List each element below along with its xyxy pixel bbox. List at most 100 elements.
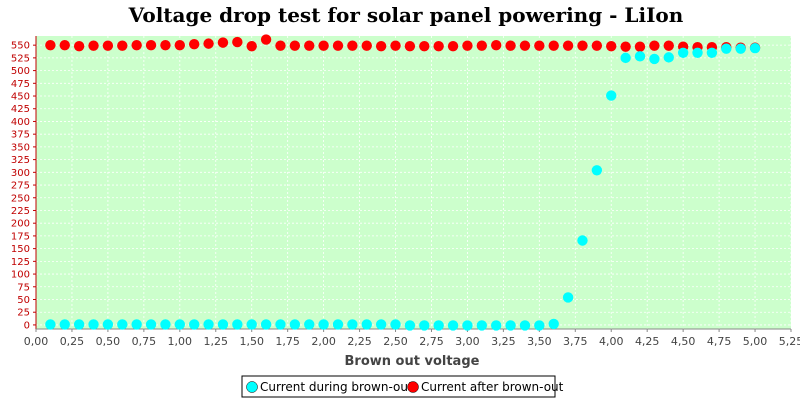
data-point-current-during [188,319,200,330]
y-tick-label: 425 [11,104,30,115]
data-point-current-after [447,40,459,52]
data-point-current-during [721,43,732,54]
legend-label-current-after: Current after brown-out [421,380,564,394]
x-tick-label: 1,75 [275,335,300,348]
x-tick-label: 3,00 [455,335,480,348]
plot-area [36,36,791,329]
data-point-current-after [419,40,430,52]
data-point-current-during [490,320,502,331]
data-point-current-during [361,319,372,330]
data-point-current-during [232,319,243,330]
data-point-current-after [620,41,631,52]
x-tick-label: 5,25 [779,335,800,348]
y-tick-label: 275 [11,181,30,192]
y-axis-ticks: 0255075100125150175200225250275300325350… [11,41,36,331]
data-point-current-after [304,40,315,51]
y-tick-label: 525 [11,53,30,64]
x-axis-label: Brown out voltage [345,354,480,369]
x-tick-label: 1,25 [204,335,229,348]
data-point-current-during [692,47,703,58]
series-layer [45,34,761,331]
y-tick-label: 0 [24,320,30,331]
data-point-current-during [73,319,85,330]
data-point-current-after [347,40,358,51]
series-0 [45,43,761,331]
y-tick-label: 375 [11,130,30,141]
data-point-current-during [462,320,473,331]
data-point-current-during [260,319,272,330]
data-point-current-during [620,52,631,64]
data-point-current-after [160,39,171,51]
y-tick-label: 175 [11,231,30,242]
data-point-current-after [73,40,85,52]
x-tick-label: 0,50 [96,335,121,348]
data-point-current-after [606,40,617,52]
data-point-current-after [649,40,660,51]
data-point-current-during [735,43,746,54]
x-tick-label: 0,00 [24,335,49,348]
x-tick-label: 4,75 [707,335,732,348]
x-tick-label: 5,00 [743,335,768,348]
data-point-current-during [591,165,603,176]
data-point-current-after [275,40,286,51]
data-point-current-during [749,43,761,54]
data-point-current-during [519,320,531,331]
data-point-current-after [433,40,444,52]
data-point-current-after [117,40,128,51]
data-point-current-during [275,319,286,330]
x-axis-ticks: 0,00 0,25 0,50 0,75 1,00 1,25 1,50 1,75 2,00 2,25… [24,329,800,348]
data-point-current-during [145,319,157,330]
x-tick-label: 4,00 [599,335,624,348]
y-tick-label: 150 [11,244,30,255]
x-tick-label: 2,00 [311,335,336,348]
y-tick-label: 450 [11,92,30,103]
data-point-current-during [390,319,401,330]
data-point-current-during [117,319,128,330]
chart-title: Voltage drop test for solar panel poweri… [128,3,684,27]
data-point-current-during [45,319,56,330]
data-point-current-after [131,39,142,51]
data-point-current-after [217,37,229,48]
data-point-current-during [318,319,329,330]
y-tick-label: 50 [17,295,30,306]
y-tick-label: 75 [17,282,30,293]
data-point-current-after [591,40,603,51]
x-tick-label: 1,00 [168,335,193,348]
data-point-current-after [318,40,329,51]
y-tick-label: 475 [11,79,30,90]
y-tick-label: 500 [11,66,30,77]
data-point-current-after [232,36,243,48]
data-point-current-during [476,320,488,331]
legend: Current during brown-out Current after b… [241,375,564,398]
data-point-current-after [174,39,186,51]
data-point-current-after [59,39,70,51]
data-point-current-during [548,318,559,330]
data-point-current-after [246,40,257,52]
data-point-current-during [174,319,186,330]
data-point-current-during [534,320,545,331]
data-point-current-after [390,40,401,51]
x-tick-label: 3,75 [563,335,588,348]
legend-label-current-during: Current during brown-out [260,380,413,394]
data-point-current-after [260,34,272,45]
data-point-current-during [332,319,344,330]
legend-box [241,375,556,398]
data-point-current-after [476,40,488,51]
data-point-current-after [490,39,502,51]
data-point-current-during [160,319,171,330]
y-tick-label: 400 [11,117,30,128]
y-tick-label: 350 [11,142,30,153]
data-point-current-during [304,319,315,330]
data-point-current-during [131,319,142,330]
y-tick-label: 100 [11,270,30,281]
y-tick-label: 300 [11,168,30,179]
data-point-current-during [577,235,588,246]
x-tick-label: 4,50 [671,335,696,348]
y-tick-label: 25 [17,308,30,319]
y-tick-label: 550 [11,41,30,52]
data-point-current-after [332,40,344,51]
data-point-current-after [505,40,516,51]
data-point-current-after [562,40,574,51]
data-point-current-after [462,40,473,51]
data-point-current-after [634,41,646,52]
